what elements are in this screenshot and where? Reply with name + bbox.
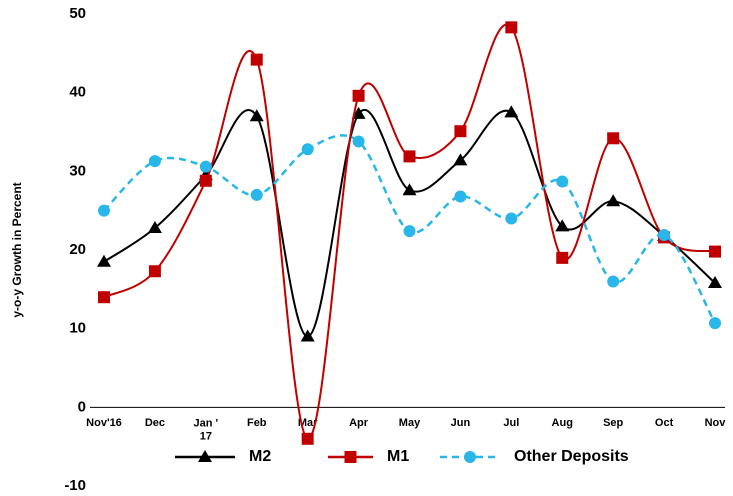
point <box>555 219 570 232</box>
point <box>505 21 518 34</box>
point <box>352 135 365 148</box>
point <box>403 150 416 163</box>
x-tick-label: Apr <box>349 417 369 429</box>
point <box>199 160 212 173</box>
x-tick-label: Sep <box>603 417 623 429</box>
point <box>402 183 417 196</box>
point <box>709 245 721 258</box>
point <box>556 251 569 264</box>
point <box>454 190 467 203</box>
series-line <box>103 109 716 338</box>
point <box>148 155 161 168</box>
y-tick-label: 50 <box>69 5 86 22</box>
x-tick-label: Aug <box>552 417 573 429</box>
point <box>607 132 620 145</box>
point <box>147 220 162 233</box>
y-tick-label: 0 <box>78 398 86 415</box>
point <box>351 106 366 119</box>
y-tick-label: -10 <box>64 477 86 494</box>
point <box>98 204 110 217</box>
point <box>658 229 671 242</box>
point <box>300 329 315 342</box>
y-tick-label: 10 <box>69 320 86 337</box>
point <box>249 109 264 122</box>
x-tick-label: Dec <box>145 417 165 429</box>
point <box>454 125 467 138</box>
point <box>97 254 111 267</box>
point <box>250 188 263 201</box>
legend-marker <box>344 451 357 463</box>
point <box>250 53 263 66</box>
x-tick-label: Jun <box>451 417 471 429</box>
x-tick-label: Oct <box>655 417 674 429</box>
point <box>556 175 569 188</box>
point <box>505 212 518 225</box>
x-tick-label: Feb <box>247 417 267 429</box>
legend-label: M1 <box>387 448 409 465</box>
y-tick-label: 30 <box>69 162 86 179</box>
point <box>403 225 416 238</box>
legend-marker <box>464 451 476 463</box>
y-tick-label: 40 <box>69 84 86 101</box>
point <box>148 265 161 278</box>
y-tick-label: 20 <box>69 241 86 258</box>
point <box>709 317 721 330</box>
point <box>504 105 519 118</box>
point <box>199 174 212 187</box>
legend-label: Other Deposits <box>514 448 629 465</box>
x-tick-label: Jul <box>503 417 519 429</box>
x-tick-label: Nov'16 <box>86 417 122 429</box>
point <box>301 143 314 156</box>
point <box>606 194 621 207</box>
y-axis-label: y-o-y Growth in Percent <box>10 182 24 317</box>
x-tick-label: May <box>399 417 421 429</box>
series-line <box>103 134 717 324</box>
legend-marker <box>198 450 212 462</box>
point <box>301 432 314 445</box>
legend-label: M2 <box>249 448 271 465</box>
point <box>607 275 620 288</box>
point <box>98 291 110 304</box>
series-line <box>103 23 716 440</box>
point <box>708 276 722 289</box>
x-tick-label: Jan ' 17 <box>194 417 219 442</box>
point <box>352 89 365 102</box>
point <box>453 153 468 166</box>
x-tick-label: Nov <box>705 417 727 429</box>
